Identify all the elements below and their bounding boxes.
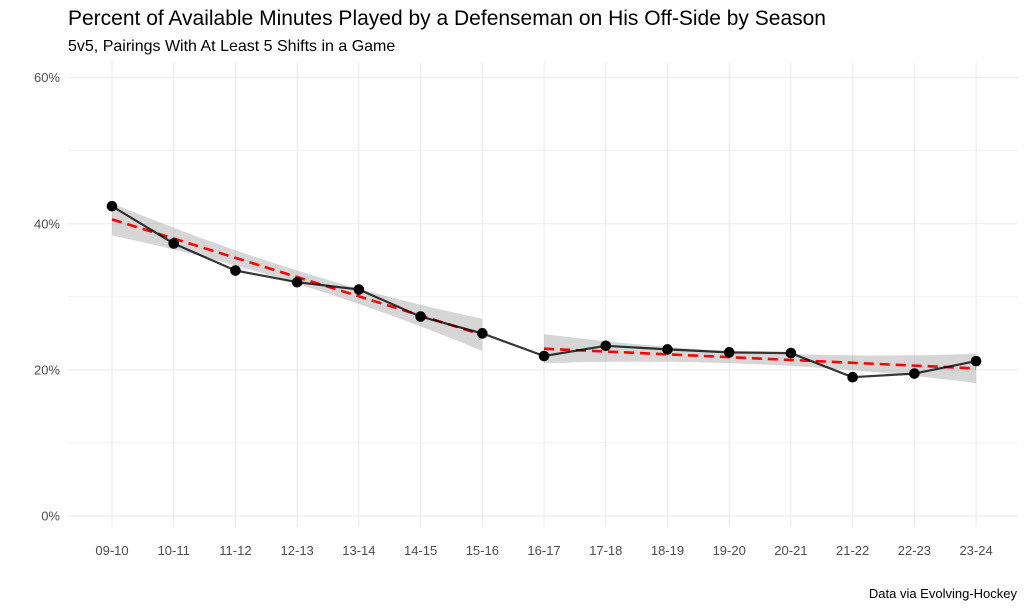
data-point-17-18 [600, 340, 612, 352]
x-tick-label: 13-14 [342, 543, 375, 558]
x-tick-label: 17-18 [589, 543, 622, 558]
x-tick-label: 12-13 [281, 543, 314, 558]
grid-layer [68, 63, 1018, 527]
x-tick-label: 21-22 [836, 543, 869, 558]
chart-title: Percent of Available Minutes Played by a… [68, 7, 826, 30]
x-tick-label: 19-20 [713, 543, 746, 558]
x-tick-label: 11-12 [219, 543, 251, 558]
x-tick-label: 09-10 [95, 543, 128, 558]
x-tick-label: 23-24 [959, 543, 992, 558]
data-point-21-22 [847, 371, 858, 383]
x-tick-label: 20-21 [774, 543, 807, 558]
data-point-13-14 [353, 284, 365, 295]
data-point-19-20 [723, 347, 735, 358]
x-tick-label: 15-16 [466, 543, 499, 558]
series-layer [106, 200, 982, 383]
y-tick-label: 0% [41, 509, 60, 524]
data-point-18-19 [662, 344, 673, 355]
data-point-09-10 [106, 200, 118, 212]
y-tick-label: 40% [34, 216, 60, 231]
data-point-23-24 [970, 355, 982, 367]
y-tick-label: 60% [34, 70, 60, 85]
data-point-12-13 [291, 276, 303, 288]
data-point-16-17 [538, 350, 550, 362]
x-axis-ticks: 09-10 10-11 11-12 12-13 13-14 14-15 15-16 16-17… [95, 543, 992, 558]
x-tick-label: 14-15 [404, 543, 437, 558]
x-tick-label: 10-11 [158, 543, 190, 558]
chart-caption: Data via Evolving-Hockey [868, 586, 1017, 601]
data-point-15-16 [477, 328, 488, 339]
x-tick-label: 22-23 [898, 543, 931, 558]
data-point-20-21 [785, 347, 797, 359]
data-point-11-12 [230, 265, 241, 276]
x-tick-label: 18-19 [651, 543, 684, 558]
trend-line [543, 347, 977, 370]
y-tick-label: 20% [34, 362, 60, 377]
y-axis-ticks: 0% 20% 40% 60% [34, 70, 60, 523]
data-point-22-23 [909, 368, 920, 379]
chart-subtitle: 5v5, Pairings With At Least 5 Shifts in … [68, 38, 396, 55]
x-tick-label: 16-17 [527, 543, 560, 558]
data-point-14-15 [415, 311, 426, 322]
data-point-10-11 [168, 238, 180, 249]
